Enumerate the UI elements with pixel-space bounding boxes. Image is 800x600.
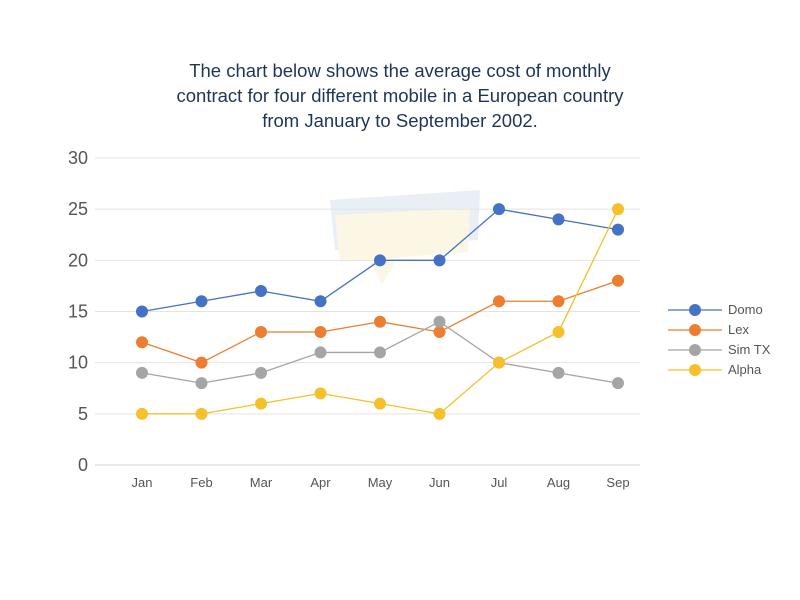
- legend-marker: [689, 364, 701, 376]
- y-tick-label: 25: [68, 199, 88, 219]
- series-lex: [136, 274, 624, 369]
- series-group: [136, 203, 624, 420]
- data-point: [136, 407, 148, 420]
- series-alpha: [136, 203, 624, 420]
- y-tick-label: 30: [68, 148, 88, 168]
- data-point: [255, 397, 267, 410]
- legend-label: Domo: [728, 302, 763, 317]
- x-tick-label: Mar: [250, 475, 273, 490]
- data-point: [552, 295, 565, 308]
- data-point: [433, 254, 446, 267]
- data-point: [374, 315, 386, 328]
- y-tick-label: 15: [68, 302, 88, 322]
- legend-item: Alpha: [668, 362, 762, 377]
- chart-title-line-2: contract for four different mobile in a …: [177, 85, 625, 106]
- data-point: [612, 377, 624, 390]
- watermark-logo: [330, 190, 480, 285]
- y-tick-label: 0: [78, 455, 88, 475]
- data-point: [612, 203, 624, 216]
- chart-title: The chart below shows the average cost o…: [177, 60, 625, 131]
- data-point: [552, 366, 565, 379]
- x-tick-label: Apr: [310, 475, 331, 490]
- data-point: [612, 274, 624, 287]
- data-point: [433, 325, 446, 338]
- data-point: [195, 377, 208, 390]
- data-point: [612, 223, 624, 236]
- data-point: [433, 407, 446, 420]
- x-tick-label: Jun: [429, 475, 450, 490]
- x-tick-label: Jan: [132, 475, 153, 490]
- data-point: [195, 407, 208, 420]
- data-point: [255, 366, 267, 379]
- data-point: [255, 325, 267, 338]
- x-axis-tick-labels: Jan Feb Mar Apr May Jun Jul Aug Sep: [132, 475, 630, 490]
- data-point: [374, 346, 386, 359]
- chart-title-line-3: from January to September 2002.: [262, 110, 538, 131]
- legend-label: Sim TX: [728, 342, 771, 357]
- data-point: [136, 305, 148, 318]
- data-point: [433, 315, 446, 328]
- legend-item: Sim TX: [668, 342, 771, 357]
- y-tick-label: 20: [68, 250, 88, 270]
- data-point: [195, 295, 208, 308]
- data-point: [136, 366, 148, 379]
- data-point: [314, 346, 327, 359]
- data-point: [136, 336, 148, 349]
- legend-item: Lex: [668, 322, 749, 337]
- data-point: [374, 397, 386, 410]
- legend-label: Lex: [728, 322, 749, 337]
- legend-label: Alpha: [728, 362, 762, 377]
- data-point: [493, 203, 505, 216]
- y-tick-label: 10: [68, 353, 88, 373]
- data-point: [552, 213, 565, 226]
- legend-item: Domo: [668, 302, 763, 317]
- x-tick-label: Sep: [606, 475, 629, 490]
- y-axis-tick-labels: 0 5 10 15 20 25 30: [68, 148, 88, 475]
- y-tick-label: 5: [78, 404, 88, 424]
- legend-marker: [689, 324, 701, 336]
- legend: Domo Lex Sim TX Alpha: [668, 302, 771, 377]
- legend-marker: [689, 344, 701, 356]
- x-tick-label: May: [368, 475, 393, 490]
- data-point: [314, 295, 327, 308]
- legend-marker: [689, 304, 701, 316]
- x-tick-label: Aug: [547, 475, 570, 490]
- data-point: [314, 387, 327, 400]
- data-point: [493, 356, 505, 369]
- data-point: [552, 325, 565, 338]
- chart-title-line-1: The chart below shows the average cost o…: [189, 60, 611, 81]
- x-tick-label: Jul: [491, 475, 508, 490]
- data-point: [314, 325, 327, 338]
- x-tick-label: Feb: [190, 475, 212, 490]
- data-point: [374, 254, 386, 267]
- data-point: [493, 295, 505, 308]
- data-point: [255, 285, 267, 298]
- series-domo: [136, 203, 624, 318]
- data-point: [195, 356, 208, 369]
